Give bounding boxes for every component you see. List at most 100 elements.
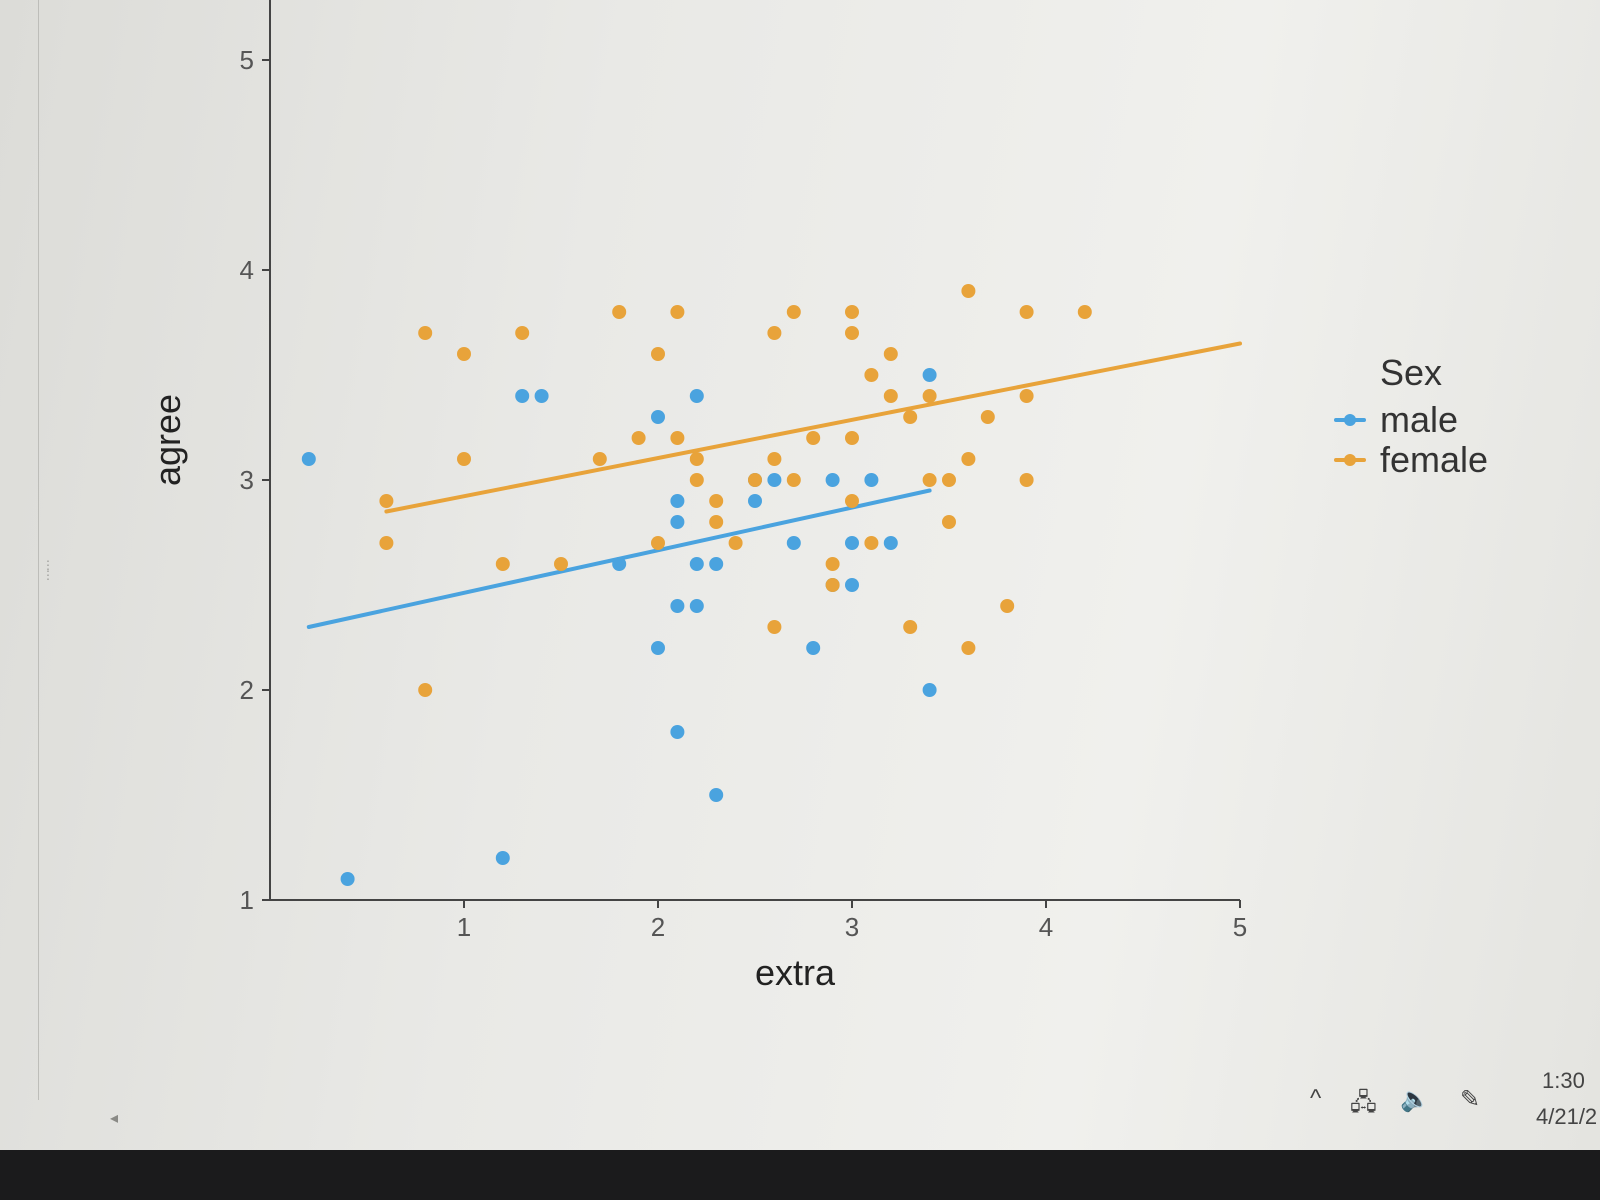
legend-title: Sex — [1380, 352, 1443, 393]
point-female — [786, 305, 801, 319]
point-female — [379, 536, 394, 550]
x-tick-label: 4 — [1039, 912, 1053, 942]
point-female — [922, 389, 937, 403]
point-male — [806, 641, 821, 655]
screen: ⋮ ⋮ ◂ 1 2 3 4 5 1 2 3 4 5 extra agree Sex male fem… — [0, 0, 1600, 1150]
point-female — [495, 557, 510, 571]
point-female — [689, 473, 704, 487]
point-female — [670, 305, 685, 319]
point-female — [651, 347, 665, 361]
point-female — [806, 431, 821, 445]
point-female — [1000, 599, 1015, 613]
point-female — [825, 578, 840, 592]
x-tick-label: 1 — [457, 912, 471, 942]
point-female — [961, 641, 976, 655]
point-female — [961, 452, 976, 466]
point-male — [864, 473, 879, 487]
point-female — [631, 431, 646, 445]
point-female — [1019, 389, 1034, 403]
y-axis-title: agree — [147, 394, 188, 486]
plot-pane — [38, 0, 1600, 1100]
x-tick-label: 2 — [651, 912, 665, 942]
point-female — [670, 431, 685, 445]
point-male — [786, 536, 801, 550]
point-female — [767, 326, 782, 340]
point-male — [922, 683, 937, 697]
point-female — [689, 452, 704, 466]
fit-line-female — [384, 341, 1242, 514]
point-male — [534, 389, 549, 403]
point-male — [670, 494, 685, 508]
point-female — [845, 326, 859, 340]
clock-date[interactable]: 4/21/2 — [1536, 1104, 1598, 1129]
pen-icon[interactable]: ✎ — [1460, 1086, 1481, 1113]
legend-label-female: female — [1380, 439, 1489, 480]
point-male — [651, 641, 665, 655]
pane-splitter-handle[interactable]: ⋮ ⋮ — [42, 558, 54, 582]
point-female — [845, 305, 859, 319]
legend-key-female — [1330, 445, 1370, 475]
y-tick-label: 1 — [240, 885, 254, 915]
point-male — [495, 851, 510, 865]
point-female — [651, 536, 665, 550]
legend-key-male — [1330, 405, 1370, 435]
point-female — [1019, 473, 1034, 487]
point-male — [689, 389, 704, 403]
point-female — [515, 326, 530, 340]
y-tick-label: 2 — [240, 675, 254, 705]
point-male — [922, 368, 937, 382]
point-female — [748, 473, 762, 487]
point-female — [980, 410, 995, 424]
point-male — [670, 725, 685, 739]
point-male — [301, 452, 316, 466]
point-male — [689, 599, 704, 613]
clock-time[interactable]: 1:30 — [1542, 1068, 1585, 1093]
point-male — [651, 410, 665, 424]
point-female — [709, 515, 724, 529]
legend-item-male: male — [1330, 399, 1488, 440]
point-female — [418, 683, 433, 697]
point-male — [709, 788, 724, 802]
legend-item-female: female — [1330, 439, 1489, 480]
point-male — [767, 473, 782, 487]
legend-point-male — [1344, 414, 1356, 426]
point-female — [1019, 305, 1034, 319]
point-female — [592, 452, 607, 466]
axes: 1 2 3 4 5 1 2 3 4 5 — [240, 0, 1247, 942]
point-male — [709, 557, 724, 571]
point-female — [942, 515, 956, 529]
point-male — [515, 389, 530, 403]
point-female — [903, 620, 918, 634]
point-male — [748, 494, 762, 508]
point-female — [922, 473, 937, 487]
point-male — [670, 515, 685, 529]
x-tick-label: 5 — [1233, 912, 1247, 942]
point-female — [864, 368, 879, 382]
legend-label-male: male — [1380, 399, 1459, 440]
scroll-left-arrow-icon[interactable]: ◂ — [110, 1110, 119, 1127]
point-male — [825, 473, 840, 487]
legend-point-female — [1344, 454, 1356, 466]
scatter-plot: 1 2 3 4 5 1 2 3 4 5 extra agree — [147, 0, 1248, 993]
point-female — [612, 305, 627, 319]
point-female — [883, 389, 898, 403]
data-points — [301, 284, 1092, 886]
point-female — [864, 536, 879, 550]
point-female — [845, 431, 859, 445]
point-female — [379, 494, 394, 508]
point-female — [457, 452, 471, 466]
point-female — [554, 557, 568, 571]
volume-icon[interactable]: 🔈 — [1400, 1086, 1430, 1113]
network-icon[interactable]: 🖧 — [1350, 1089, 1377, 1116]
point-male — [845, 536, 859, 550]
point-female — [418, 326, 433, 340]
y-tick-label: 3 — [240, 465, 254, 495]
point-female — [961, 284, 976, 298]
point-female — [457, 347, 471, 361]
point-female — [728, 536, 743, 550]
x-axis-title: extra — [755, 952, 836, 993]
y-tick-label: 5 — [240, 45, 254, 75]
system-tray: ^ 🖧 🔈 ✎ 1:30 4/21/2 — [1300, 1060, 1600, 1150]
point-male — [883, 536, 898, 550]
chevron-up-icon[interactable]: ^ — [1310, 1085, 1322, 1112]
